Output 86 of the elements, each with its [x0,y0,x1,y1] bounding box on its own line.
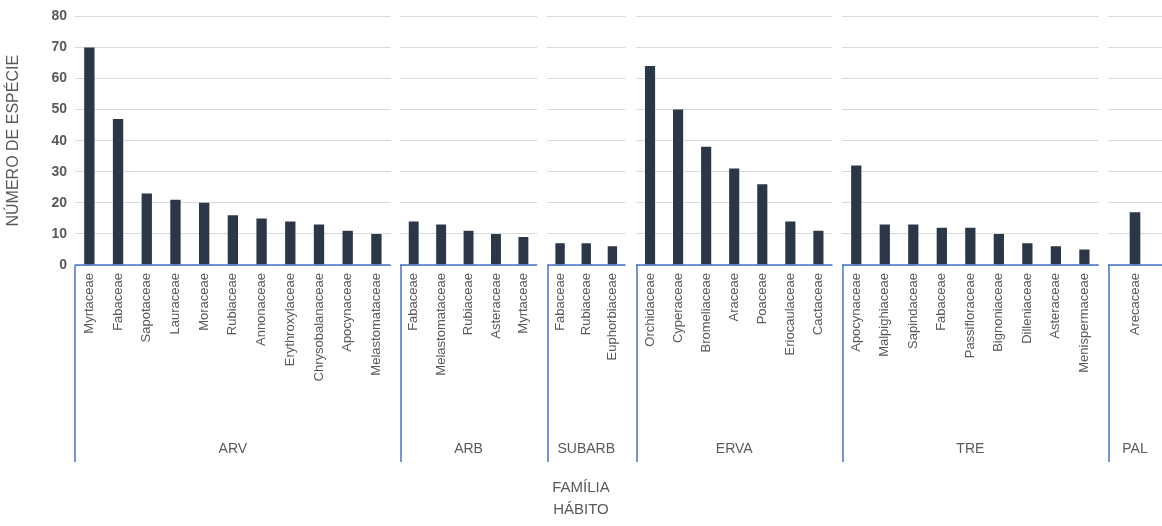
x-tick-label: Annonaceae [253,273,269,347]
x-tick-label: Eriocaulaceae [781,273,797,356]
text: FAMÍLIA [551,478,611,495]
x-tick-label: Orchidaceae [641,273,657,347]
bar [1079,249,1090,265]
x-tick-label: Moraceae [195,273,211,331]
x-tick-label: Asteraceae [1047,273,1063,339]
bar [729,168,740,265]
bar [285,221,296,265]
x-tick-label: Bromeliaceae [697,273,713,353]
x-tick-label: Cactaceae [809,273,825,336]
x-tick-label: Sapindaceae [904,273,920,349]
y-tick-label: 20 [51,193,68,210]
x-tick-label: Fabaceae [551,273,567,331]
y-tick-label: 30 [51,162,68,179]
x-tick-label: Cyperaceae [669,273,685,344]
x-tick-label: Passifloraceae [961,273,977,359]
x-tick-label: Araceae [725,273,741,322]
x-tick-label: Dilleniaceae [1018,273,1034,344]
bar [757,184,768,265]
x-tick-label: Euphorbiaceae [603,273,619,361]
y-tick-label: 50 [51,100,68,117]
bar [313,224,325,265]
x-axis-title: SUBARB [557,440,616,457]
bar [463,230,474,265]
bar [199,202,210,265]
x-tick-label: Sapotaceae [138,273,154,343]
x-axis-title: ARB [454,440,483,457]
x-tick-label: Apocynaceae [339,273,355,352]
bar [436,224,447,265]
bar [908,224,919,265]
bar [256,218,267,265]
y-tick-label: 60 [51,69,68,86]
bar [936,227,947,265]
x-tick-label: Myrtaceae [80,273,96,334]
x-tick-label: Bignoniaceae [990,273,1006,352]
x-tick-label: Fabaceae [405,273,421,331]
x-tick-label: Rubiaceae [460,273,476,336]
y-tick-label: 80 [51,7,68,24]
x-tick-label: Menispermaceae [1075,273,1091,373]
x-tick-label: Fabaceae [933,273,949,331]
x-tick-label: Rubiaceae [224,273,240,336]
bar [644,65,656,265]
x-tick-label: Poaceae [753,273,769,325]
bar [518,237,529,265]
y-tick-label: 10 [51,224,68,241]
y-axis-title: NÚMERO DE ESPÉCIE [3,54,22,227]
bar [227,215,239,265]
x-tick-label: Apocynaceae [847,273,863,352]
x-tick-label: Erythroxylaceae [281,273,297,367]
bar [993,233,1004,265]
bar [701,146,712,265]
x-axis-title: ARV [218,440,248,457]
x-axis-title: TRE [956,440,985,457]
x-axis-title: PAL [1122,440,1148,457]
x-tick-label: Arecaceae [1126,273,1142,336]
bar [141,193,152,265]
bar [170,199,181,265]
x-tick-label: Lauraceae [167,273,183,335]
x-axis-title: ERVA [715,440,754,457]
bar [1050,246,1062,265]
y-tick-label: 0 [59,255,68,272]
bar [491,233,501,265]
bar [879,224,890,265]
bar [408,221,419,265]
bar [813,230,824,265]
x-tick-label: Asteraceae [487,273,503,339]
x-tick-label: Rubiaceae [577,273,593,336]
bar [112,118,124,265]
x-tick-label: Myrtaceae [514,273,530,334]
bar [371,233,382,265]
bar [785,221,796,265]
y-tick-label: 70 [51,38,68,55]
bar [673,109,684,265]
bar [851,165,862,265]
bar [342,230,353,265]
x-tick-label: Malpighiaceae [876,273,892,357]
y-tick-label: 40 [51,131,68,148]
x-tick-label: Chrysobalanaceae [310,273,326,382]
text: HÁBITO [552,500,610,517]
bar [1022,243,1033,265]
x-tick-label: Melastomataceae [367,273,383,376]
bar [965,227,976,265]
bar [84,47,95,265]
x-tick-label: Melastomataceae [432,273,448,376]
x-tick-label: Fabaceae [109,273,125,331]
